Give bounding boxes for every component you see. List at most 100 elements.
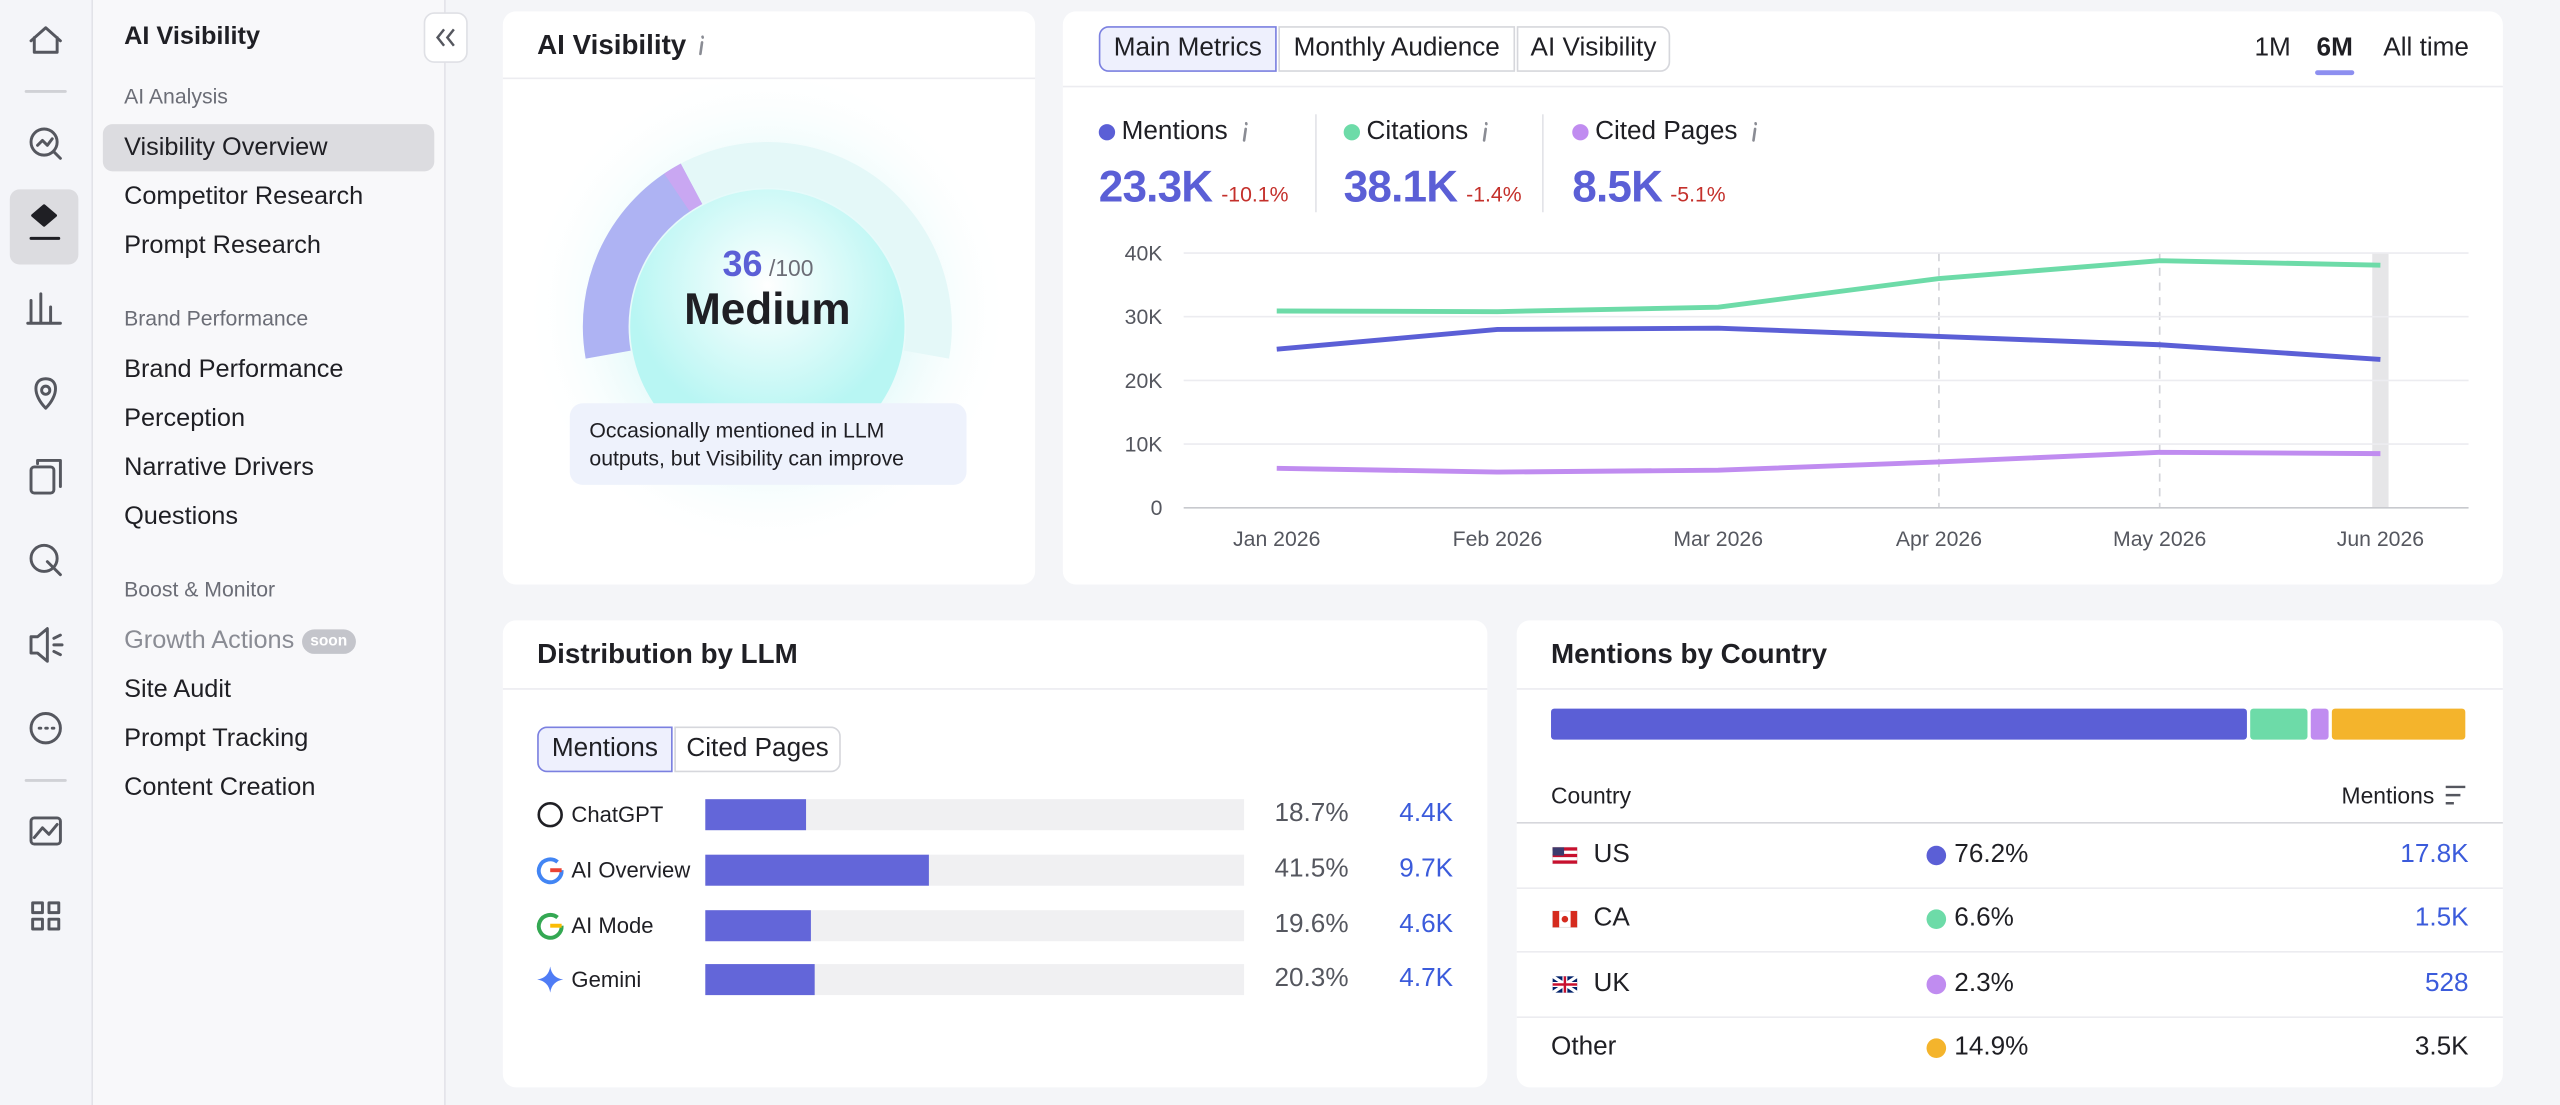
legend-name: Mentions (1121, 117, 1228, 146)
icon-speaker (29, 627, 64, 663)
share-label: 76.2% (1954, 840, 2029, 869)
sidebar (93, 0, 446, 1105)
metric-value: 8.5K (1572, 162, 1663, 212)
line (1276, 325, 2381, 362)
share-label: 20.3% (1274, 964, 1349, 993)
icon-rail (0, 0, 94, 1105)
flag (1552, 911, 1560, 928)
tab-label[interactable]: Main Metrics (1113, 34, 1262, 63)
nav-item[interactable]: Brand Performance (124, 355, 344, 384)
country-code: UK (1593, 969, 1630, 998)
legend-name: Citations (1366, 117, 1469, 146)
info-icon (699, 35, 704, 56)
mentions-value[interactable]: 4.4K (1399, 799, 1454, 828)
llm-icon (537, 801, 563, 828)
share-label: 41.5% (1274, 855, 1349, 884)
x-tick-label: Apr 2026 (1895, 526, 1983, 552)
y-tick-label: 20K (1124, 368, 1163, 393)
icon-report (29, 816, 62, 846)
column-header[interactable]: Mentions (2341, 782, 2435, 809)
metric-change: -10.1% (1221, 182, 1289, 207)
level: Medium (684, 284, 851, 334)
sort-icon (2445, 785, 2466, 805)
section-heading: Brand Performance (124, 306, 309, 331)
share-label: 18.7% (1274, 799, 1349, 828)
bar (705, 910, 811, 942)
period[interactable]: 1M (2254, 34, 2291, 63)
y-tick-label: 30K (1124, 304, 1163, 329)
tab[interactable] (674, 726, 841, 773)
country-dot (1926, 1038, 1947, 1058)
info-icon (1242, 121, 1248, 142)
tab[interactable] (1516, 26, 1671, 72)
x-tick-label: Jan 2026 (1233, 526, 1321, 552)
y-tick-label: 40K (1124, 240, 1163, 266)
legend-name: Cited Pages (1595, 117, 1738, 146)
mentions-value[interactable]: 1.5K (2414, 904, 2469, 933)
share-label: 14.9% (1954, 1033, 2029, 1062)
mentions-value[interactable]: 4.7K (1399, 964, 1454, 993)
flag (1552, 847, 1565, 856)
nav-active (102, 124, 435, 172)
icon-target (29, 543, 59, 573)
nav-item[interactable]: Questions (124, 502, 239, 531)
section-heading: AI Analysis (124, 84, 228, 109)
flag (1552, 853, 1578, 858)
period[interactable]: All time (2383, 34, 2469, 63)
mentions-value[interactable]: 17.8K (2400, 840, 2469, 869)
nav-item[interactable]: Site Audit (124, 675, 232, 704)
metric-change: -5.1% (1670, 182, 1726, 207)
mentions-value[interactable]: 9.7K (1399, 855, 1454, 884)
icon-analytics (29, 127, 59, 157)
icon-pages (29, 465, 56, 495)
flag (1552, 976, 1578, 993)
nav-item[interactable]: Content Creation (124, 773, 316, 802)
bar (705, 964, 815, 996)
gauge-marker (664, 163, 703, 212)
collapse-button[interactable] (423, 12, 468, 63)
mentions-value[interactable]: 528 (2424, 969, 2469, 998)
llm-name: ChatGPT (571, 802, 664, 827)
metric-value: 38.1K (1343, 162, 1458, 212)
country-code: CA (1593, 904, 1630, 933)
sidebar-title: AI Visibility (124, 22, 261, 51)
tab[interactable] (537, 726, 673, 773)
llm-name: Gemini (571, 967, 642, 992)
x-tick-label: May 2026 (2113, 526, 2207, 552)
tab[interactable] (1098, 26, 1277, 72)
nav-item[interactable]: Competitor Research (124, 182, 364, 211)
nav-item[interactable]: Narrative Drivers (124, 453, 314, 482)
country-dot (1926, 909, 1947, 929)
bar (705, 799, 807, 831)
nav-item[interactable]: Prompt Research (124, 231, 321, 260)
stack-segment (2250, 708, 2308, 740)
llm-icon (537, 966, 564, 993)
tab-label[interactable]: Cited Pages (686, 734, 829, 763)
nav-item[interactable]: Growth Actions (124, 626, 295, 655)
nav-item[interactable]: Prompt Tracking (124, 724, 309, 753)
icon-visibility (29, 204, 61, 240)
info-icon (1482, 121, 1488, 142)
tab-label[interactable]: AI Visibility (1530, 34, 1657, 63)
gauge-fill (582, 163, 703, 359)
icon-active-bg (9, 189, 79, 265)
mentions-value[interactable]: 4.6K (1399, 911, 1454, 939)
card-title: AI Visibility (537, 29, 687, 61)
period-underline (2315, 70, 2355, 76)
gauge-disk (630, 189, 905, 464)
period[interactable]: 6M (2316, 34, 2353, 63)
llm-icon (536, 912, 564, 940)
nav-item[interactable]: Visibility Overview (124, 133, 328, 162)
icon-chat (29, 711, 62, 745)
icon-home (29, 26, 62, 54)
share-label: 19.6% (1274, 911, 1349, 939)
tab-label[interactable]: Monthly Audience (1293, 34, 1500, 63)
nav-badge: soon (302, 629, 356, 654)
nav-item[interactable]: Perception (124, 404, 246, 433)
icon-chart (26, 292, 62, 325)
tab[interactable] (1278, 26, 1516, 72)
score-max: /100 (768, 254, 814, 281)
tab-label[interactable]: Mentions (551, 734, 658, 763)
